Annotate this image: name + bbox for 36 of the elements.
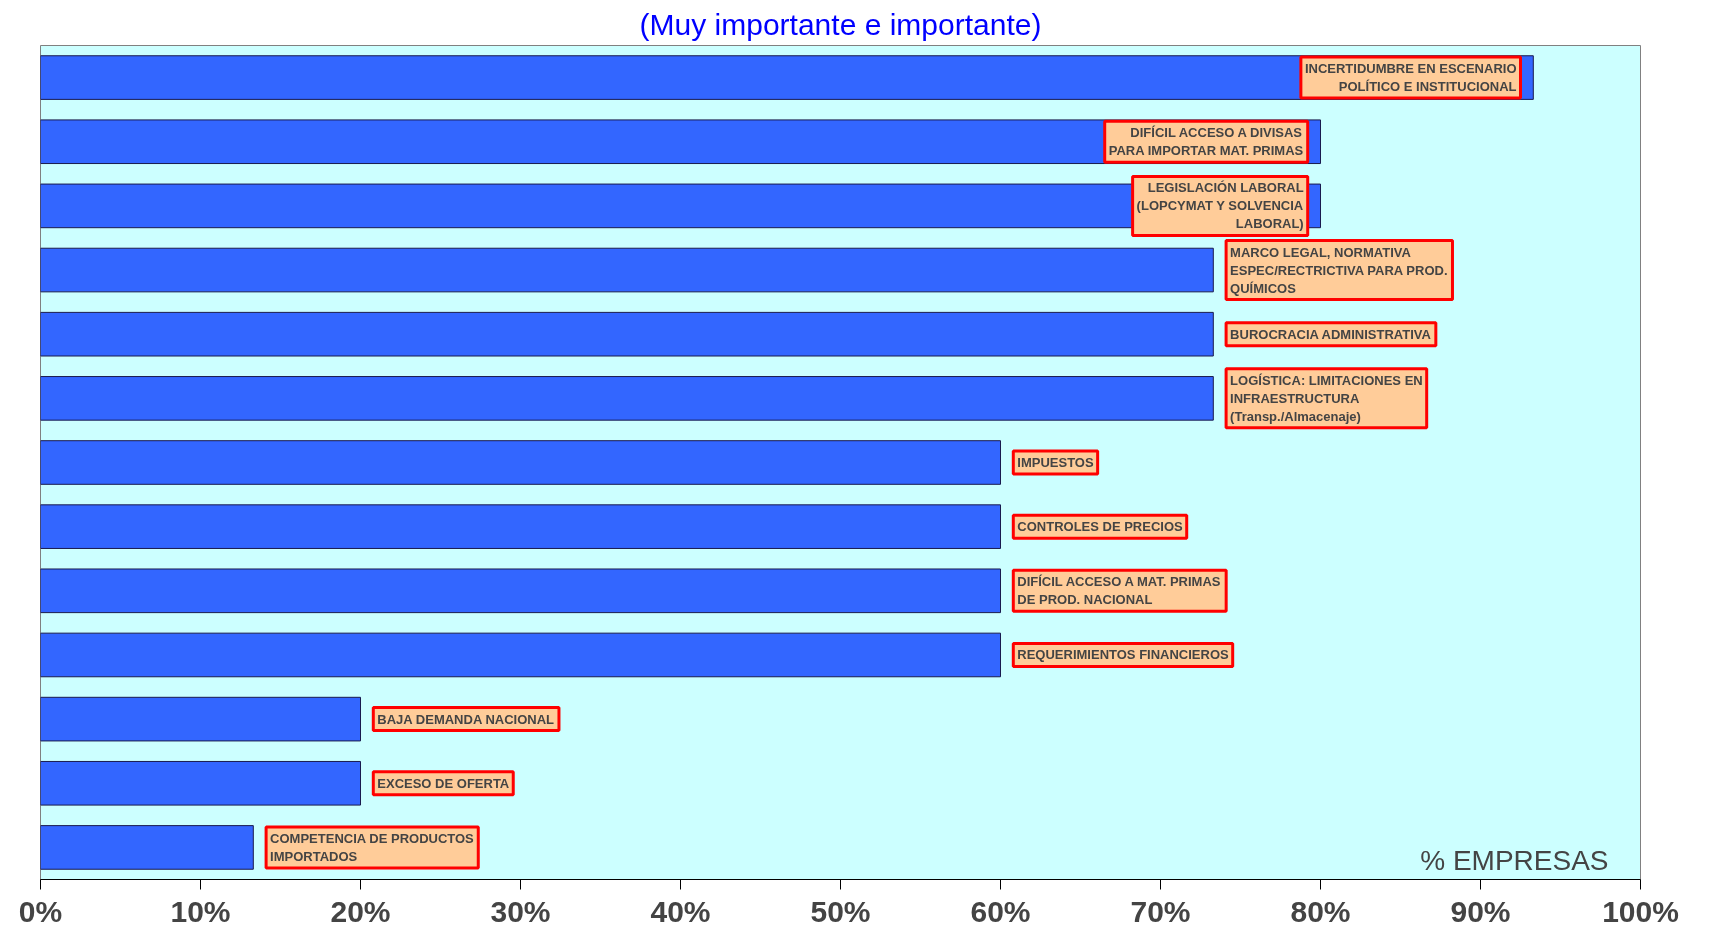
x-tick-label: 10% <box>170 894 231 928</box>
y-tick-label: REQUERIMIENTOS FINANCIEROS <box>1017 647 1230 663</box>
y-tick-label: MARCO LEGAL, NORMATIVA ESPEC/RECTRICTIVA PARA PROD. QUÍMICOS <box>1230 244 1448 296</box>
y-tick-label: EXCESO DE OFERTA <box>377 775 510 791</box>
bar <box>40 760 361 806</box>
annotation: % EMPRESAS <box>1420 845 1609 877</box>
x-tick-label: 30% <box>490 894 551 928</box>
bar <box>40 440 1001 485</box>
x-tick-label: 60% <box>970 894 1031 928</box>
bar <box>40 504 1001 549</box>
x-tick-label: 90% <box>1450 894 1511 928</box>
x-tick-label: 0% <box>18 894 63 928</box>
y-tick-label: BAJA DEMANDA NACIONAL <box>377 711 555 727</box>
bar <box>40 568 1001 614</box>
y-tick-label: IMPUESTOS <box>1017 455 1094 470</box>
bar <box>40 825 254 870</box>
bar <box>40 632 1001 678</box>
y-tick-label: LEGISLACIÓN LABORAL (LOPCYMAT Y SOLVENCIA LABORAL) <box>1136 180 1304 232</box>
x-tick-label: 100% <box>1602 894 1679 928</box>
x-tick-label: 70% <box>1130 894 1191 928</box>
y-tick-label: COMPETENCIA DE PRODUCTOS IMPORTADOS <box>270 830 475 864</box>
x-tick-label: 20% <box>330 894 391 928</box>
chart-title: (Muy importante e importante) <box>639 7 1042 41</box>
bar <box>40 696 361 742</box>
y-tick-label: DIFÍCIL ACCESO A MAT. PRIMAS DE PROD. NACIONAL <box>1017 574 1221 608</box>
bar <box>40 376 1214 421</box>
y-tick-label: CONTROLES DE PRECIOS <box>1017 519 1184 535</box>
bar <box>40 311 1214 357</box>
y-tick-label: BUROCRACIA ADMINISTRATIVA <box>1230 326 1432 342</box>
y-tick-label: LOGÍSTICA: LIMITACIONES EN INFRAESTRUCTURA (Transp./Almacenaje) <box>1230 372 1423 424</box>
x-tick-label: 40% <box>650 894 711 928</box>
x-tick-label: 80% <box>1290 894 1351 928</box>
bar <box>40 247 1214 293</box>
x-tick-label: 50% <box>810 894 871 928</box>
y-tick-label: DIFÍCIL ACCESO A DIVISAS PARA IMPORTAR MAT. PRIMAS <box>1108 125 1304 159</box>
y-tick-label: INCERTIDUMBRE EN ESCENARIO POLÍTICO E INSTITUCIONAL <box>1304 61 1517 95</box>
